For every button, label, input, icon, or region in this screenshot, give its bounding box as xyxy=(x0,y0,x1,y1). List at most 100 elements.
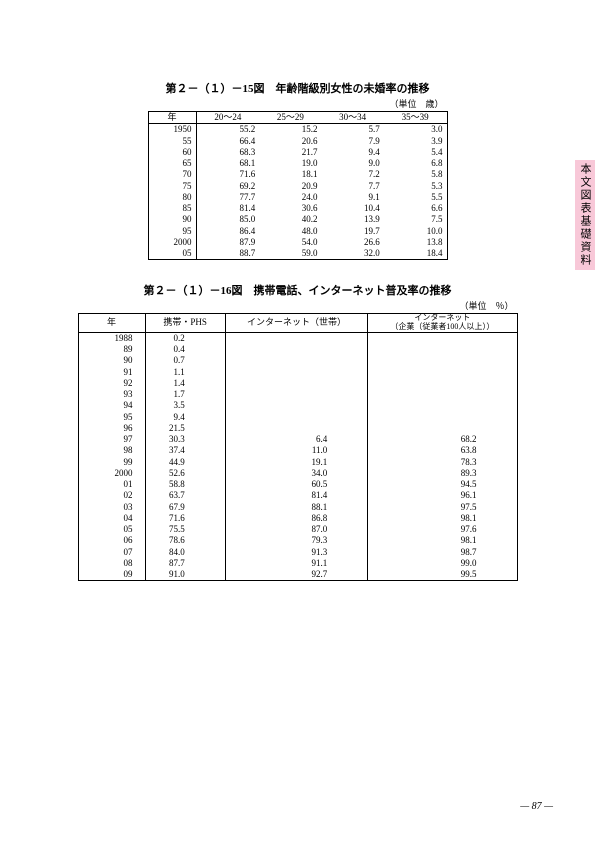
table-cell: 95 xyxy=(148,226,196,237)
table-row: 9621.5 xyxy=(78,423,517,434)
table-cell: 89 xyxy=(78,344,145,355)
table-cell: 0.2 xyxy=(145,332,225,344)
table-cell: 94 xyxy=(78,400,145,411)
table-row: 9730.36.468.2 xyxy=(78,434,517,445)
table-cell: 75.5 xyxy=(145,524,225,535)
table-row: 19880.2 xyxy=(78,332,517,344)
table-cell xyxy=(225,389,368,400)
table-cell: 97.6 xyxy=(368,524,517,535)
table-cell: 86.8 xyxy=(225,513,368,524)
table-1-header: 年 xyxy=(148,112,196,124)
table-cell: 5.7 xyxy=(321,124,383,136)
side-tab: 本文図表基礎資料 xyxy=(575,160,595,270)
table-cell: 10.4 xyxy=(321,203,383,214)
table-1-header: 25～29 xyxy=(259,112,321,124)
table-cell: 97 xyxy=(78,434,145,445)
table-1: 年20～2425～2930～3435～39 195055.215.25.73.0… xyxy=(148,111,448,260)
table-cell: 7.5 xyxy=(384,214,447,225)
table-cell: 98.7 xyxy=(368,547,517,558)
table-cell: 15.2 xyxy=(259,124,321,136)
table-row: 9586.448.019.710.0 xyxy=(148,226,447,237)
table-cell: 69.2 xyxy=(196,181,259,192)
table-row: 0263.781.496.1 xyxy=(78,490,517,501)
table-cell: 05 xyxy=(148,248,196,260)
table-cell: 10.0 xyxy=(384,226,447,237)
table-row: 911.1 xyxy=(78,367,517,378)
table-cell: 63.7 xyxy=(145,490,225,501)
table-cell xyxy=(368,367,517,378)
table-cell xyxy=(368,332,517,344)
table-cell: 75 xyxy=(148,181,196,192)
table-cell: 98.1 xyxy=(368,535,517,546)
table-cell: 6.6 xyxy=(384,203,447,214)
table-row: 7071.618.17.25.8 xyxy=(148,169,447,180)
table-cell: 30.6 xyxy=(259,203,321,214)
table-cell: 1.1 xyxy=(145,367,225,378)
table-cell: 68.2 xyxy=(368,434,517,445)
table-cell: 04 xyxy=(78,513,145,524)
table-cell: 01 xyxy=(78,479,145,490)
table-row: 8581.430.610.46.6 xyxy=(148,203,447,214)
table-cell: 6.4 xyxy=(225,434,368,445)
table-cell: 60 xyxy=(148,147,196,158)
table-cell: 19.7 xyxy=(321,226,383,237)
table-cell: 0.7 xyxy=(145,355,225,366)
table-cell: 88.1 xyxy=(225,502,368,513)
table-row: 0887.791.199.0 xyxy=(78,558,517,569)
table-cell: 37.4 xyxy=(145,445,225,456)
table-cell: 98 xyxy=(78,445,145,456)
table-cell: 5.4 xyxy=(384,147,447,158)
table-cell: 99.5 xyxy=(368,569,517,581)
table-cell: 08 xyxy=(78,558,145,569)
table-row: 200052.634.089.3 xyxy=(78,468,517,479)
table-cell: 99 xyxy=(78,457,145,468)
table-cell: 5.8 xyxy=(384,169,447,180)
table-cell: 68.1 xyxy=(196,158,259,169)
table-row: 8077.724.09.15.5 xyxy=(148,192,447,203)
table-cell: 7.2 xyxy=(321,169,383,180)
table-cell: 59.0 xyxy=(259,248,321,260)
table-cell: 1950 xyxy=(148,124,196,136)
table-cell: 87.7 xyxy=(145,558,225,569)
table-cell: 86.4 xyxy=(196,226,259,237)
table-cell: 3.5 xyxy=(145,400,225,411)
table-2-header: インターネット（企業（従業者100人以上）） xyxy=(368,314,517,333)
table-cell: 44.9 xyxy=(145,457,225,468)
table-cell: 1988 xyxy=(78,332,145,344)
table-cell: 3.0 xyxy=(384,124,447,136)
table-cell: 18.4 xyxy=(384,248,447,260)
table-cell: 89.3 xyxy=(368,468,517,479)
table-cell: 19.0 xyxy=(259,158,321,169)
table-1-header: 35～39 xyxy=(384,112,447,124)
table-cell: 80 xyxy=(148,192,196,203)
table-cell: 90 xyxy=(148,214,196,225)
table-cell: 3.9 xyxy=(384,136,447,147)
table-cell xyxy=(225,332,368,344)
table-cell xyxy=(368,400,517,411)
table-cell: 20.9 xyxy=(259,181,321,192)
page-number: 87 xyxy=(520,801,553,812)
table-2-title: 第２－（１）－16図 携帯電話、インターネット普及率の推移 xyxy=(78,282,518,298)
table-cell: 85 xyxy=(148,203,196,214)
table-cell: 1.4 xyxy=(145,378,225,389)
table-cell: 60.5 xyxy=(225,479,368,490)
table-cell: 03 xyxy=(78,502,145,513)
table-cell: 21.5 xyxy=(145,423,225,434)
table-cell: 92.7 xyxy=(225,569,368,581)
table-row: 5566.420.67.93.9 xyxy=(148,136,447,147)
table-cell: 13.8 xyxy=(384,237,447,248)
table-row: 6568.119.09.06.8 xyxy=(148,158,447,169)
table-cell: 11.0 xyxy=(225,445,368,456)
table-2-header: 携帯・PHS xyxy=(145,314,225,333)
table-cell: 20.6 xyxy=(259,136,321,147)
table-cell xyxy=(225,344,368,355)
table-cell xyxy=(368,423,517,434)
table-cell xyxy=(368,389,517,400)
table-1-header: 20～24 xyxy=(196,112,259,124)
table-cell: 7.7 xyxy=(321,181,383,192)
table-cell: 71.6 xyxy=(196,169,259,180)
table-cell: 06 xyxy=(78,535,145,546)
table-cell xyxy=(368,344,517,355)
table-row: 0158.860.594.5 xyxy=(78,479,517,490)
table-row: 890.4 xyxy=(78,344,517,355)
